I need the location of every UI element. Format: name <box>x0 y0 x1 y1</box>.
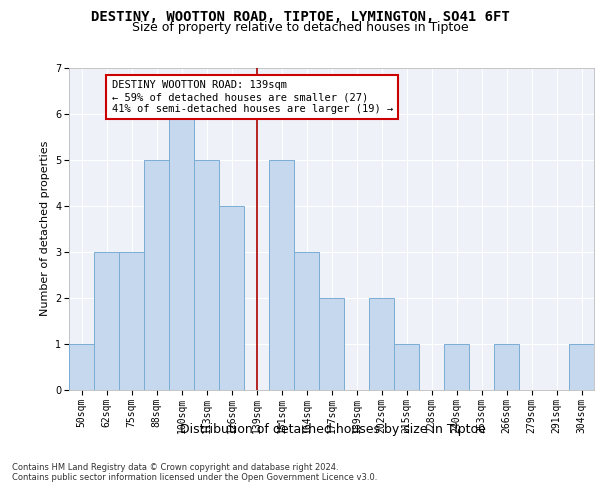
Text: DESTINY WOOTTON ROAD: 139sqm
← 59% of detached houses are smaller (27)
41% of se: DESTINY WOOTTON ROAD: 139sqm ← 59% of de… <box>112 80 393 114</box>
Bar <box>219 206 244 390</box>
Bar <box>144 160 169 390</box>
Bar <box>169 114 194 390</box>
Text: Distribution of detached houses by size in Tiptoe: Distribution of detached houses by size … <box>180 422 486 436</box>
Y-axis label: Number of detached properties: Number of detached properties <box>40 141 50 316</box>
Text: Contains HM Land Registry data © Crown copyright and database right 2024.
Contai: Contains HM Land Registry data © Crown c… <box>12 462 377 482</box>
Bar <box>69 344 94 390</box>
Bar <box>94 252 119 390</box>
Bar <box>194 160 219 390</box>
Text: Size of property relative to detached houses in Tiptoe: Size of property relative to detached ho… <box>131 21 469 34</box>
Bar <box>294 252 319 390</box>
Bar <box>369 298 394 390</box>
Bar <box>569 344 594 390</box>
Bar <box>119 252 144 390</box>
Text: DESTINY, WOOTTON ROAD, TIPTOE, LYMINGTON, SO41 6FT: DESTINY, WOOTTON ROAD, TIPTOE, LYMINGTON… <box>91 10 509 24</box>
Bar <box>319 298 344 390</box>
Bar <box>394 344 419 390</box>
Bar <box>494 344 519 390</box>
Bar <box>444 344 469 390</box>
Bar <box>269 160 294 390</box>
